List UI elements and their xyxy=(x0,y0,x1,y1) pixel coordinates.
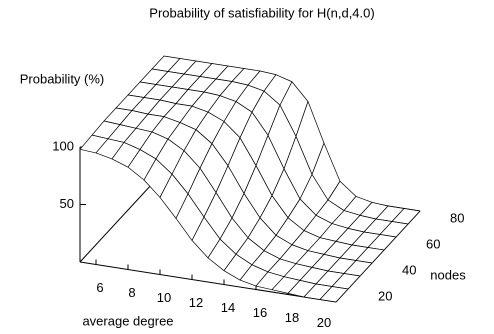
x-tick-label: 6 xyxy=(96,280,103,295)
z-tick-label: 50 xyxy=(60,196,74,211)
x-tick-label: 14 xyxy=(221,300,235,315)
x-axis-line xyxy=(79,261,337,303)
y-tick-label: 40 xyxy=(402,262,416,277)
surface-cell xyxy=(319,286,349,303)
x-tick-label: 10 xyxy=(157,290,171,305)
x-tick-label: 18 xyxy=(285,310,299,325)
x-tick-label: 8 xyxy=(128,285,135,300)
x-tick-label: 20 xyxy=(317,315,331,330)
x-tick-label: 16 xyxy=(253,305,267,320)
y-axis-label: nodes xyxy=(430,267,466,282)
z-tick-label: 100 xyxy=(52,138,74,153)
x-tick-label: 12 xyxy=(189,295,203,310)
y-tick-label: 60 xyxy=(426,236,440,251)
y-tick-label: 20 xyxy=(378,288,392,303)
chart-title: Probability of satisfiability for H(n,d,… xyxy=(149,5,374,20)
x-axis-label: average degree xyxy=(82,313,173,328)
z-axis-label: Probability (%) xyxy=(20,71,105,86)
y-tick-label: 80 xyxy=(450,210,464,225)
